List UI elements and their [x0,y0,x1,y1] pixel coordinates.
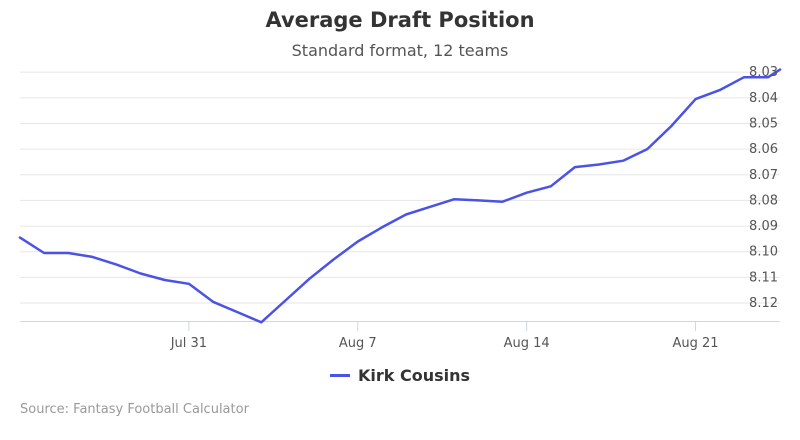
data-point[interactable] [234,309,240,315]
data-point[interactable] [620,158,626,164]
y-tick-label: 8.10 [749,245,778,260]
x-tick-label: Aug 14 [504,336,550,351]
data-point[interactable] [572,164,578,170]
data-point[interactable] [693,96,699,102]
series-line-kirk-cousins[interactable] [18,68,782,324]
data-point[interactable] [331,256,337,262]
y-tick-label: 8.06 [749,142,778,157]
legend[interactable]: Kirk Cousins [0,366,800,385]
data-point[interactable] [307,276,313,282]
y-tick-label: 8.11 [749,270,778,285]
data-point[interactable] [258,319,264,325]
data-point[interactable] [65,250,71,256]
series-layer [17,68,782,325]
data-point[interactable] [500,199,506,205]
data-point[interactable] [162,277,168,283]
data-point[interactable] [138,271,144,277]
data-point[interactable] [355,238,361,244]
x-axis: Jul 31 Aug 7 Aug 14 Aug 21 [20,321,780,351]
data-point[interactable] [379,224,385,230]
data-point[interactable] [596,162,602,168]
x-tick-label: Jul 31 [170,336,207,351]
data-point[interactable] [644,146,650,152]
data-point[interactable] [41,250,47,256]
source-note: Source: Fantasy Football Calculator [20,402,249,417]
chart-title: Average Draft Position [265,8,535,32]
grid-lines [20,71,780,304]
y-tick-label: 8.09 [749,219,778,234]
data-point[interactable] [282,297,288,303]
data-point[interactable] [89,254,95,260]
data-point[interactable] [475,197,481,203]
x-tick-label: Aug 7 [339,336,377,351]
y-tick-label: 8.03 [749,65,778,80]
y-axis-labels: 8.03 8.04 8.05 8.06 8.07 8.08 8.09 8.10 8.11 8.12 [749,65,778,311]
data-point[interactable] [427,204,433,210]
data-point[interactable] [186,281,192,287]
data-point[interactable] [524,190,530,196]
chart-subtitle: Standard format, 12 teams [291,41,509,60]
data-point[interactable] [114,262,120,268]
legend-label: Kirk Cousins [357,366,471,385]
y-tick-label: 8.05 [749,116,778,131]
data-point[interactable] [741,74,747,80]
y-tick-label: 8.07 [749,168,778,183]
data-point[interactable] [548,183,554,189]
y-tick-label: 8.12 [749,296,778,311]
data-point[interactable] [717,87,723,93]
data-point[interactable] [17,235,23,241]
data-point[interactable] [403,212,409,218]
x-tick-label: Aug 21 [673,336,719,351]
data-point[interactable] [451,196,457,202]
y-tick-label: 8.04 [749,91,778,106]
data-point[interactable] [210,299,216,305]
legend-swatch [329,374,350,377]
y-tick-label: 8.08 [749,193,778,208]
data-point[interactable] [668,123,674,129]
